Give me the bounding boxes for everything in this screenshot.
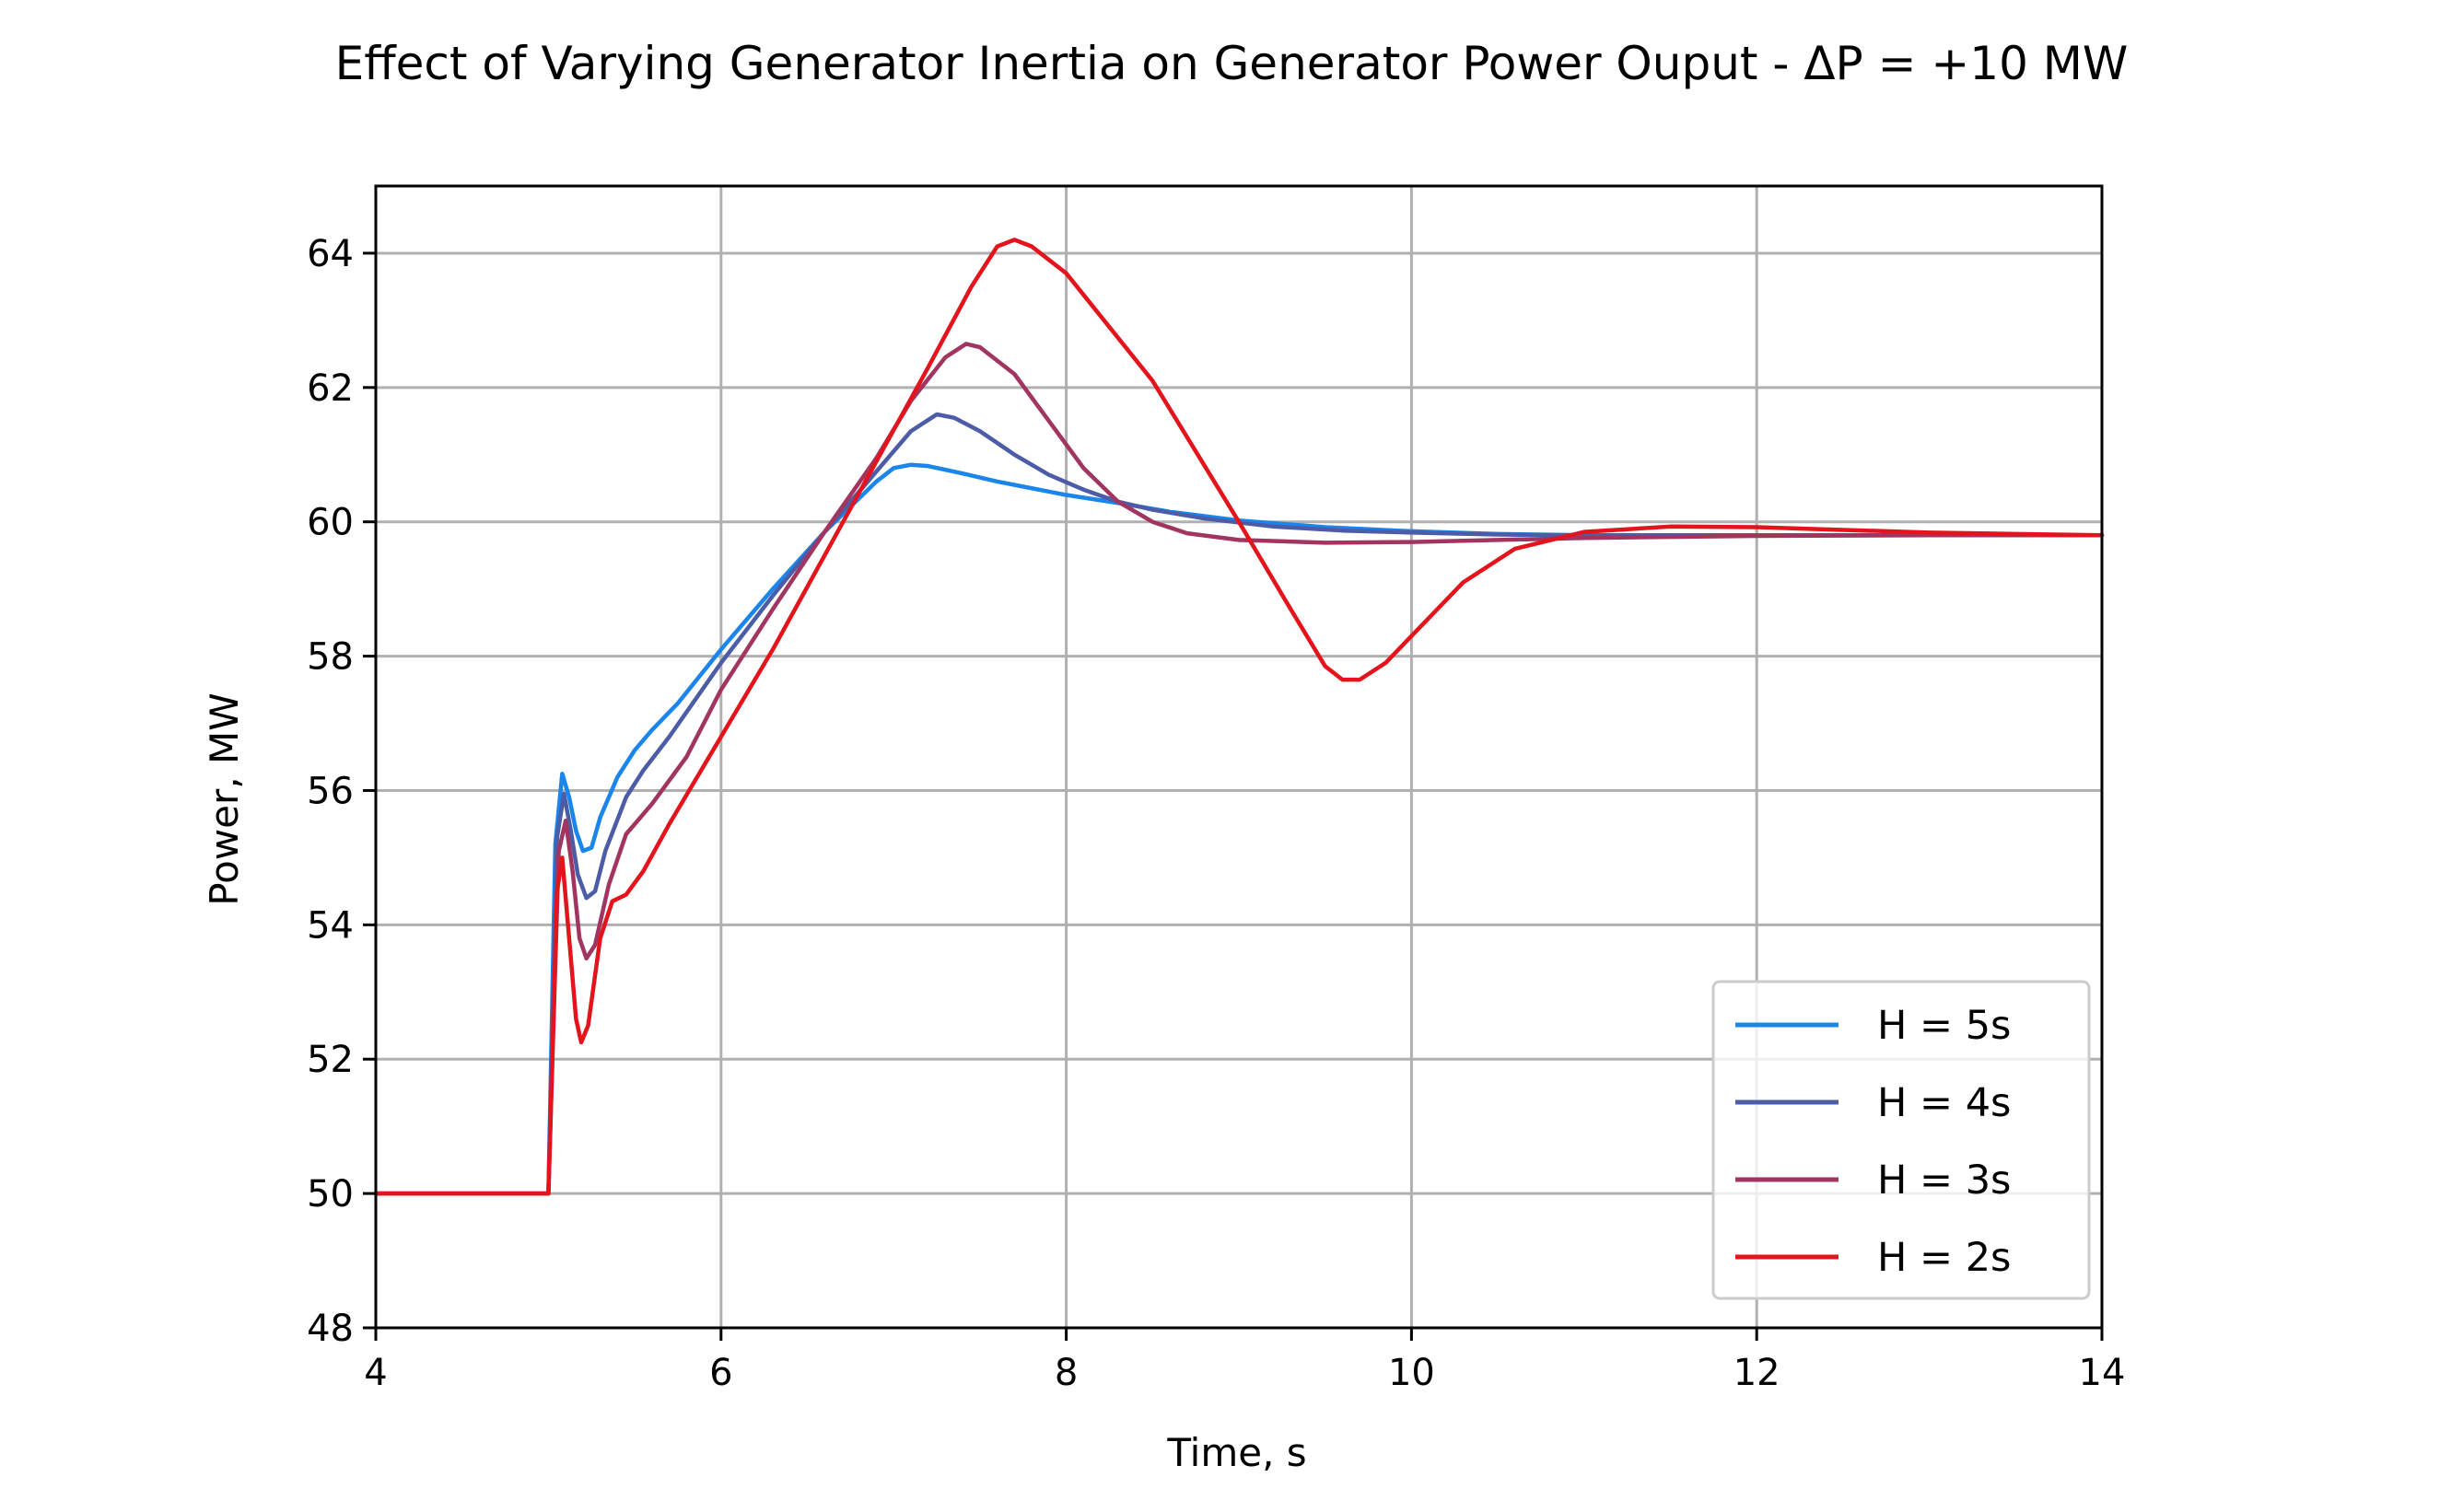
legend-label-2: H = 4s <box>1877 1080 2011 1126</box>
series-line-1 <box>373 462 2105 1196</box>
legend-label-1: H = 5s <box>1877 1003 2011 1049</box>
x-tick-label: 14 <box>2079 1352 2126 1394</box>
x-tick-label: 10 <box>1388 1352 1435 1394</box>
x-axis-label: Time, s <box>1166 1430 1306 1475</box>
legend-label-4: H = 2s <box>1877 1235 2011 1281</box>
legend-box <box>1711 980 2091 1300</box>
y-tick-label: 60 <box>307 502 354 544</box>
x-tick-label: 6 <box>709 1352 732 1394</box>
series-line-4 <box>373 238 2105 1196</box>
y-tick-label: 62 <box>307 367 354 410</box>
x-tick-label: 12 <box>1733 1352 1780 1394</box>
series-line-2 <box>373 412 2105 1196</box>
axes: 4 6 8 10 12 14 48 50 52 54 56 58 60 62 64 <box>307 184 2126 1394</box>
legend-label-3: H = 3s <box>1877 1157 2011 1204</box>
series-layer <box>373 238 2105 1196</box>
plot-frame <box>374 184 2104 1330</box>
y-tick-label: 58 <box>307 636 354 679</box>
y-tick-label: 64 <box>307 233 354 275</box>
y-tick-label: 50 <box>307 1173 354 1215</box>
x-tick-label: 4 <box>364 1352 387 1394</box>
y-tick-label: 52 <box>307 1039 354 1081</box>
legend: H = 5s H = 4s H = 3s H = 2s <box>1711 980 2091 1300</box>
y-axis-label: Power, MW <box>202 692 247 905</box>
y-tick-label: 48 <box>307 1308 354 1350</box>
x-tick-label: 8 <box>1055 1352 1078 1394</box>
chart-title: Effect of Varying Generator Inertia on G… <box>335 37 2129 90</box>
y-tick-label: 56 <box>307 770 354 812</box>
y-tick-label: 54 <box>307 904 354 947</box>
